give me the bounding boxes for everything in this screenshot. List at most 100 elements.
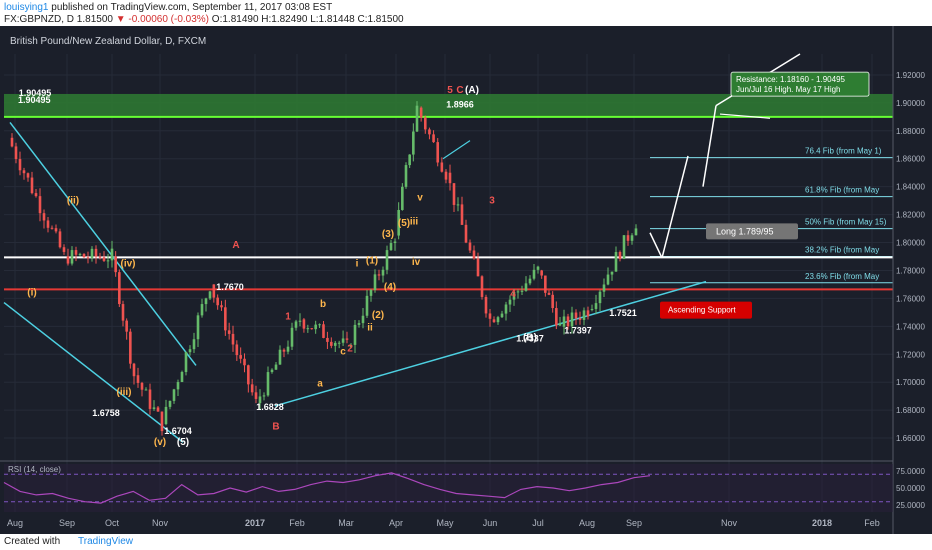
candle-body bbox=[224, 307, 227, 331]
rsi-band bbox=[4, 464, 893, 512]
candle-body bbox=[634, 228, 638, 236]
candle-body bbox=[404, 165, 408, 187]
candle-body bbox=[558, 323, 562, 326]
candle-body bbox=[626, 235, 630, 241]
candle-body bbox=[74, 250, 78, 255]
candle-body bbox=[512, 292, 516, 300]
candle-body bbox=[555, 308, 558, 326]
price-point-label: 1.7337 bbox=[516, 334, 544, 344]
candle-body bbox=[536, 266, 540, 270]
created-with: Created with bbox=[4, 536, 61, 547]
resistance-text: Resistance: 1.18160 - 1.90495 bbox=[736, 75, 846, 84]
price-chart[interactable]: British Pound/New Zealand Dollar, D, FXC… bbox=[0, 26, 932, 534]
candle-body bbox=[258, 396, 262, 404]
candle-body bbox=[10, 137, 14, 147]
ascending-support-line bbox=[274, 280, 707, 407]
candle-body bbox=[333, 342, 337, 346]
candle-body bbox=[94, 248, 98, 257]
candle-body bbox=[484, 296, 488, 314]
price-point-label: 1.7521 bbox=[609, 308, 637, 318]
candle-body bbox=[78, 253, 82, 255]
long-text: Long 1.789/95 bbox=[716, 226, 774, 236]
candle-body bbox=[602, 284, 606, 292]
candle-body bbox=[290, 327, 294, 347]
candle-body bbox=[322, 324, 325, 338]
last-price: 1.81500 bbox=[76, 14, 113, 25]
candle-body bbox=[164, 406, 168, 425]
x-tick-label: Feb bbox=[289, 518, 305, 528]
candle-body bbox=[381, 269, 385, 276]
projection-arrow bbox=[702, 105, 717, 187]
price-point-label: 1.7670 bbox=[216, 282, 244, 292]
author-link[interactable]: louisying1 bbox=[4, 2, 49, 13]
candle-body bbox=[393, 241, 397, 244]
candle-body bbox=[373, 274, 377, 290]
candle-body bbox=[532, 269, 536, 279]
candle-body bbox=[121, 304, 125, 321]
candle-body bbox=[160, 411, 164, 432]
x-tick-label: Aug bbox=[7, 518, 23, 528]
support-text: Ascending Support bbox=[668, 306, 736, 315]
x-tick-label: May bbox=[436, 518, 454, 528]
candle-body bbox=[262, 395, 266, 397]
candle-body bbox=[129, 331, 132, 364]
candle-body bbox=[578, 318, 582, 320]
candle-body bbox=[282, 349, 286, 352]
candle-body bbox=[188, 349, 192, 353]
candle-body bbox=[423, 117, 427, 130]
x-tick-label: Nov bbox=[721, 518, 738, 528]
candle-body bbox=[452, 183, 456, 205]
candle-body bbox=[192, 339, 196, 350]
candle-body bbox=[144, 389, 148, 391]
fib-label: 61.8% Fib (from May bbox=[805, 186, 879, 195]
price-point-label: 1.6704 bbox=[164, 426, 192, 436]
candle-body bbox=[220, 305, 223, 308]
x-tick-label: 2017 bbox=[245, 518, 265, 528]
price-point-label: 1.8966 bbox=[446, 100, 474, 110]
candle-body bbox=[524, 283, 528, 291]
wave-label: (ii) bbox=[67, 195, 79, 206]
candle-body bbox=[428, 129, 431, 135]
candle-body bbox=[488, 313, 492, 319]
rsi-line bbox=[3, 472, 651, 504]
support-box bbox=[660, 301, 752, 319]
resistance-top-label: 1.90495 bbox=[18, 95, 51, 105]
candle-body bbox=[46, 220, 50, 228]
tradingview-logo[interactable]: TradingView bbox=[78, 536, 134, 547]
candle-body bbox=[349, 344, 353, 348]
candle-body bbox=[62, 247, 66, 252]
wave-label: 4 bbox=[510, 289, 516, 300]
candle-body bbox=[544, 275, 547, 293]
x-tick-label: 2018 bbox=[812, 518, 832, 528]
candle-body bbox=[397, 209, 400, 236]
candle-body bbox=[432, 134, 435, 143]
candle-body bbox=[419, 107, 423, 118]
candle-body bbox=[172, 389, 176, 401]
candle-body bbox=[472, 250, 476, 259]
wave-label: ii bbox=[367, 323, 373, 334]
y-tick-label: 1.74000 bbox=[896, 322, 925, 331]
candle-body bbox=[448, 172, 452, 184]
candle-body bbox=[456, 204, 460, 206]
candle-body bbox=[250, 384, 254, 393]
wave-label: (1) bbox=[366, 255, 378, 266]
candle-body bbox=[598, 291, 602, 304]
x-tick-label: Aug bbox=[579, 518, 595, 528]
ticker-line: FX:GBPNZD, D 1.81500 ▼ -0.00060 (-0.03%)… bbox=[4, 14, 404, 25]
candle-body bbox=[480, 276, 484, 297]
candle-body bbox=[504, 304, 508, 314]
candle-body bbox=[365, 295, 369, 316]
y-tick-label: 1.76000 bbox=[896, 294, 925, 303]
candle-body bbox=[361, 315, 365, 324]
x-tick-label: Feb bbox=[864, 518, 880, 528]
candle-body bbox=[314, 324, 317, 330]
candle-body bbox=[590, 308, 594, 310]
candle-body bbox=[18, 159, 22, 171]
candle-body bbox=[330, 341, 333, 346]
resistance-box bbox=[730, 71, 870, 97]
x-tick-label: Jun bbox=[483, 518, 498, 528]
y-tick-label: 1.72000 bbox=[896, 350, 925, 359]
price-point-label: 1.6828 bbox=[256, 402, 284, 412]
fib-label: 50% Fib (from May 15) bbox=[805, 218, 887, 227]
candle-body bbox=[415, 105, 419, 132]
